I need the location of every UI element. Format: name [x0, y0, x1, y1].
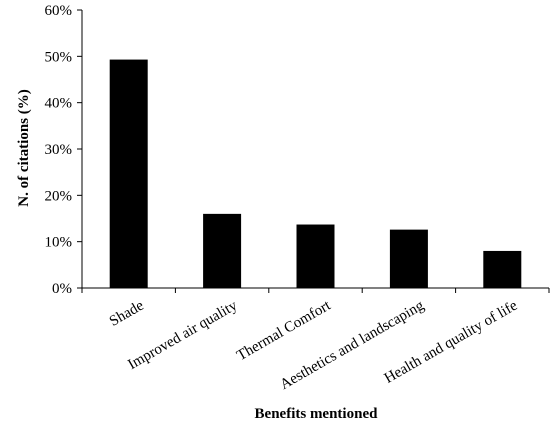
x-axis-ticks [81, 288, 550, 293]
y-axis-ticks: 0% 10% 20% 30% 40% 50% 60% [45, 3, 82, 297]
bars [109, 59, 522, 289]
y-tick-label: 60% [45, 3, 73, 19]
y-tick-label: 40% [45, 96, 73, 112]
x-tick-label: Shade [107, 297, 147, 329]
x-axis-title: Benefits mentioned [255, 406, 379, 422]
y-axis-title: N. of citations (%) [16, 89, 32, 206]
y-tick-label: 50% [45, 49, 73, 65]
bar-shade [109, 59, 148, 289]
y-tick-label: 0% [52, 281, 72, 297]
bar-thermal-comfort [296, 224, 335, 288]
bar-aesthetics-and-landscaping [389, 229, 428, 288]
y-tick-label: 30% [45, 142, 73, 158]
bar-health-and-quality-of-life [483, 250, 522, 288]
y-tick-label: 10% [45, 235, 73, 251]
bar-improved-air-quality [203, 213, 242, 288]
y-tick-label: 20% [45, 188, 73, 204]
